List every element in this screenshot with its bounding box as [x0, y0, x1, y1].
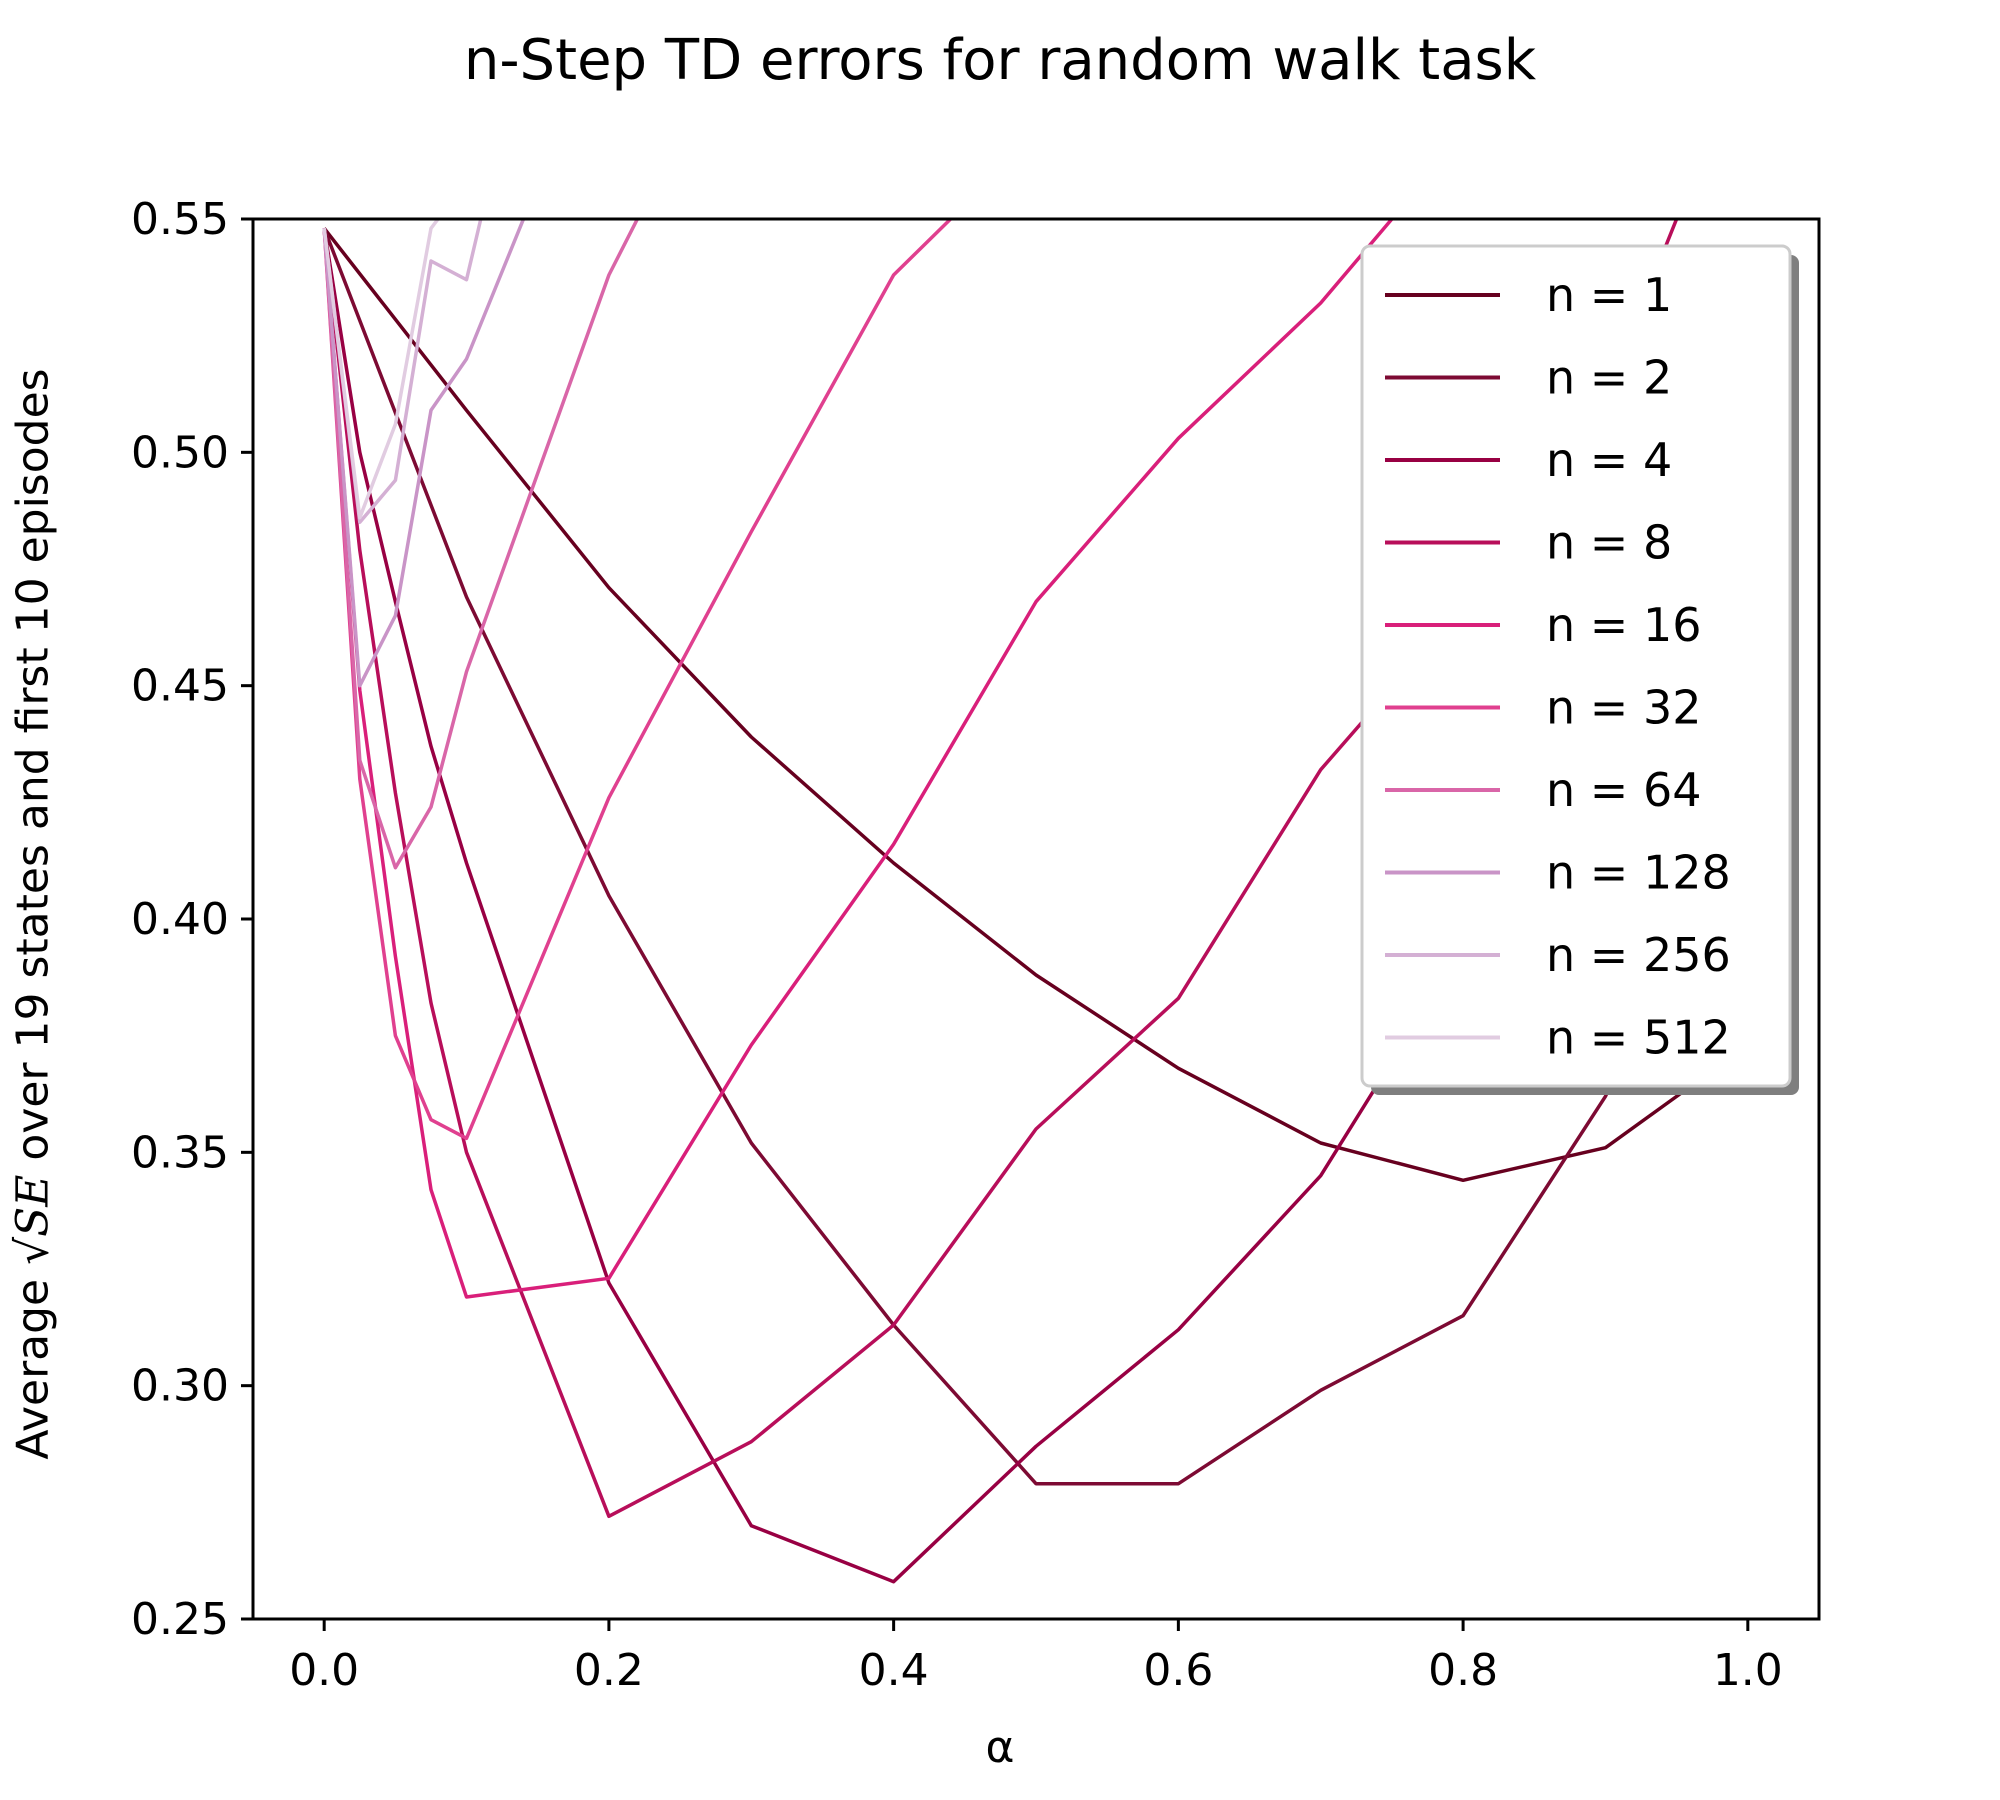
series-line-5 [322, 219, 1394, 1299]
chart-title: n-Step TD errors for random walk task [463, 28, 1537, 93]
legend-label-6: n = 32 [1546, 681, 1701, 735]
legend-label-3: n = 4 [1546, 433, 1672, 487]
x-axis-label: α [985, 1722, 1015, 1773]
legend-label-1: n = 1 [1546, 268, 1672, 322]
x-tick-label-4: 0.8 [1428, 1645, 1498, 1696]
series-line-7 [322, 219, 639, 870]
x-tick-label-3: 0.6 [1143, 1645, 1213, 1696]
x-tick-label-0: 0.0 [289, 1645, 359, 1696]
legend-label-10: n = 512 [1546, 1011, 1731, 1065]
legend-label-4: n = 8 [1546, 516, 1672, 570]
legend-label-5: n = 16 [1546, 598, 1701, 652]
legend-label-9: n = 256 [1546, 928, 1731, 982]
legend: n = 1 n = 2 n = 4 n = 8 n = 16 n = 32 n = 64 n … [1360, 244, 1799, 1095]
y-axis-label-suffix: over 19 states and first 10 episodes [7, 368, 59, 1175]
series-line-8 [322, 219, 526, 688]
x-tick-label-2: 0.4 [859, 1645, 929, 1696]
tick-layer: 0.0 0.2 0.4 0.6 0.8 1.0 0.25 0.30 0.35 0.40 0.45 0.… [131, 194, 1783, 1696]
y-tick-label-0: 0.25 [131, 1594, 229, 1645]
x-tick-label-5: 1.0 [1713, 1645, 1783, 1696]
y-tick-label-4: 0.45 [131, 661, 229, 712]
x-tick-label-1: 0.2 [574, 1645, 644, 1696]
y-tick-label-6: 0.55 [131, 194, 229, 245]
legend-label-8: n = 128 [1546, 846, 1731, 900]
series-line-10 [322, 219, 440, 520]
legend-label-2: n = 2 [1546, 351, 1672, 405]
y-axis-label-prefix: Average [7, 1264, 59, 1460]
y-axis-label-radical: √ [7, 1236, 59, 1265]
y-axis-label-symbol: SE [7, 1174, 59, 1237]
series-line-2 [322, 227, 1750, 1486]
y-tick-label-1: 0.30 [131, 1361, 229, 1412]
y-tick-label-2: 0.35 [131, 1127, 229, 1178]
y-axis-label: Average √SE over 19 states and first 10 … [8, 368, 59, 1459]
y-tick-label-3: 0.40 [131, 894, 229, 945]
series-line-6 [322, 219, 952, 1141]
series-line-1 [322, 227, 1749, 1183]
series-layer [322, 219, 1750, 1584]
legend-label-7: n = 64 [1546, 763, 1701, 817]
legend-box [1360, 244, 1792, 1088]
y-tick-label-5: 0.50 [131, 427, 229, 478]
